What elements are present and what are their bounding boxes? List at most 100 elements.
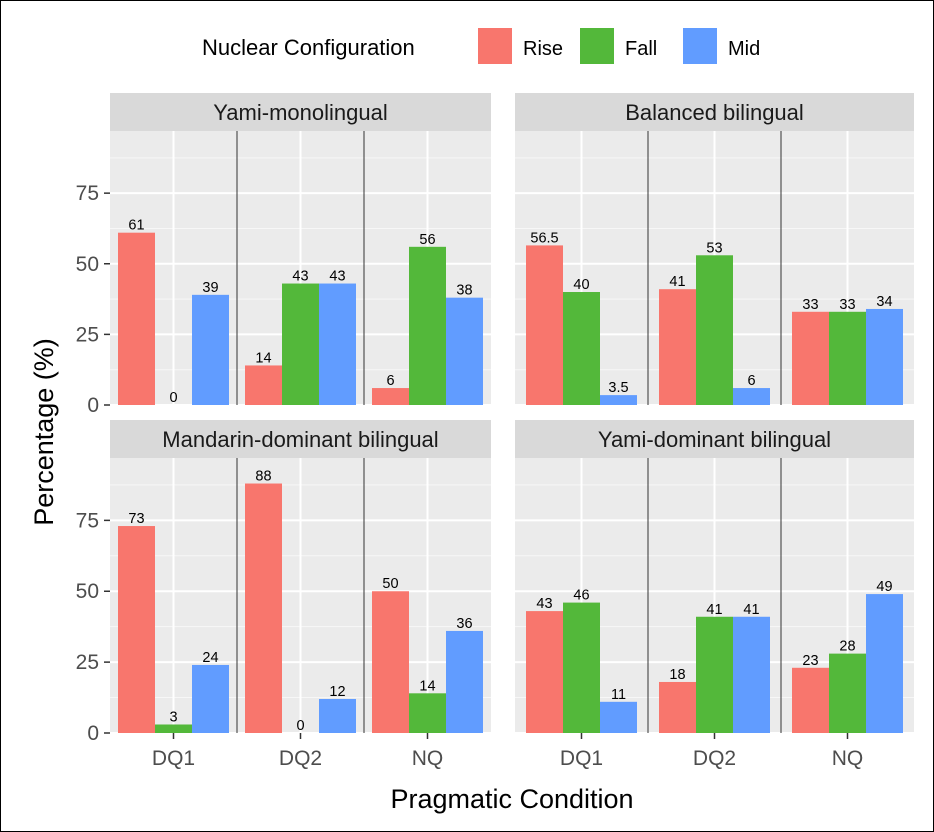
bar-label-mandarin-dominant-bilingual-dq2-mid: 12	[329, 684, 345, 700]
bar-label-balanced-bilingual-nq-mid: 34	[876, 294, 892, 310]
y-tick-label: 50	[76, 253, 99, 276]
x-tick-label-dq2: DQ2	[693, 747, 736, 770]
legend-key-mid	[683, 28, 717, 64]
bar-label-yami-monolingual-nq-rise: 6	[386, 373, 394, 389]
bar-yami-dominant-bilingual-dq1-fall	[563, 602, 600, 733]
bar-yami-dominant-bilingual-dq2-fall	[696, 616, 733, 733]
bar-yami-monolingual-nq-rise	[372, 388, 409, 405]
bar-label-yami-dominant-bilingual-nq-mid: 49	[876, 579, 892, 595]
bar-label-yami-monolingual-dq1-rise: 61	[128, 218, 144, 234]
bar-yami-monolingual-nq-mid	[446, 297, 483, 405]
bar-mandarin-dominant-bilingual-nq-rise	[372, 591, 409, 733]
legend-label-fall: Fall	[625, 38, 657, 60]
bar-balanced-bilingual-dq1-mid	[600, 395, 637, 405]
bar-yami-monolingual-nq-fall	[409, 246, 446, 405]
bar-label-yami-dominant-bilingual-dq1-rise: 43	[536, 596, 552, 612]
bar-yami-monolingual-dq2-fall	[282, 283, 319, 405]
bar-label-yami-dominant-bilingual-dq2-mid: 41	[743, 602, 759, 618]
x-tick-label-dq2: DQ2	[279, 747, 322, 770]
bar-balanced-bilingual-nq-rise	[792, 311, 829, 405]
bar-balanced-bilingual-dq2-mid	[733, 388, 770, 405]
bar-label-balanced-bilingual-nq-rise: 33	[802, 297, 818, 313]
y-tick-label: 0	[87, 722, 99, 745]
bar-label-balanced-bilingual-dq1-mid: 3.5	[608, 380, 628, 396]
bar-label-balanced-bilingual-dq2-rise: 41	[669, 274, 685, 290]
legend-label-rise: Rise	[523, 38, 563, 60]
bar-balanced-bilingual-nq-fall	[829, 311, 866, 405]
bar-mandarin-dominant-bilingual-dq1-fall	[155, 724, 192, 733]
bar-label-balanced-bilingual-dq1-rise: 56.5	[530, 230, 558, 246]
bar-label-yami-dominant-bilingual-dq1-mid: 11	[611, 687, 626, 703]
bar-label-yami-dominant-bilingual-dq1-fall: 46	[573, 588, 589, 604]
bar-yami-dominant-bilingual-dq2-mid	[733, 616, 770, 733]
bar-label-mandarin-dominant-bilingual-nq-fall: 14	[419, 678, 435, 694]
bar-mandarin-dominant-bilingual-nq-fall	[409, 693, 446, 733]
x-axis-title: Pragmatic Condition	[390, 784, 633, 814]
panel-strip-mandarin-dominant-bilingual	[110, 420, 491, 458]
x-tick-label-dq1: DQ1	[152, 747, 195, 770]
bar-label-yami-monolingual-dq2-fall: 43	[292, 269, 308, 285]
y-tick-label: 50	[76, 580, 99, 603]
x-tick-label-nq: NQ	[412, 747, 444, 770]
bar-label-mandarin-dominant-bilingual-dq1-mid: 24	[202, 650, 218, 666]
bar-label-yami-dominant-bilingual-nq-rise: 23	[802, 653, 818, 669]
bar-yami-dominant-bilingual-nq-rise	[792, 667, 829, 733]
bar-yami-monolingual-dq1-mid	[192, 294, 229, 405]
bar-label-mandarin-dominant-bilingual-dq1-rise: 73	[128, 511, 144, 527]
bar-yami-dominant-bilingual-dq1-mid	[600, 701, 637, 733]
x-tick-label-nq: NQ	[832, 747, 864, 770]
bar-mandarin-dominant-bilingual-dq2-rise	[245, 483, 282, 733]
bar-yami-dominant-bilingual-dq2-rise	[659, 681, 696, 733]
bar-label-yami-monolingual-dq2-rise-extra: 14	[255, 350, 271, 366]
legend-key-rise	[478, 28, 512, 64]
y-tick-label: 25	[76, 323, 99, 346]
bar-balanced-bilingual-dq2-rise	[659, 289, 696, 405]
bar-label-yami-dominant-bilingual-dq2-rise: 18	[669, 667, 685, 683]
panel-title-balanced-bilingual: Balanced bilingual	[625, 100, 804, 125]
bar-mandarin-dominant-bilingual-dq1-mid	[192, 664, 229, 733]
legend-key-fall	[580, 28, 614, 64]
bar-balanced-bilingual-dq1-fall	[563, 292, 600, 405]
bar-yami-dominant-bilingual-dq1-rise	[526, 611, 563, 733]
bar-label-mandarin-dominant-bilingual-dq2-fall: 0	[296, 718, 304, 734]
bar-label-yami-monolingual-dq1-fall: 0	[169, 390, 177, 406]
bar-yami-monolingual-dq1-rise	[118, 232, 155, 405]
x-tick-label-dq1: DQ1	[560, 747, 603, 770]
bar-label-yami-monolingual-dq2-mid: 43	[329, 269, 345, 285]
y-tick-label: 0	[87, 394, 99, 417]
bar-yami-monolingual-dq2-mid	[319, 283, 356, 405]
bar-label-balanced-bilingual-nq-fall: 33	[839, 297, 855, 313]
bar-balanced-bilingual-nq-mid	[866, 308, 903, 405]
y-tick-label: 75	[76, 509, 99, 532]
bar-label-mandarin-dominant-bilingual-dq1-fall: 3	[169, 709, 177, 725]
panel-title-yami-dominant-bilingual: Yami-dominant bilingual	[598, 427, 831, 452]
panel-title-yami-monolingual: Yami-monolingual	[213, 100, 387, 125]
panel-title-mandarin-dominant-bilingual: Mandarin-dominant bilingual	[162, 427, 438, 452]
bar-balanced-bilingual-dq1-rise	[526, 245, 563, 405]
panel-strip-yami-dominant-bilingual	[515, 420, 914, 458]
bar-mandarin-dominant-bilingual-dq2-mid	[319, 698, 356, 733]
legend-label-mid: Mid	[728, 38, 760, 60]
bar-label-yami-dominant-bilingual-nq-fall: 28	[839, 639, 855, 655]
y-tick-label: 75	[76, 182, 99, 205]
bar-label-yami-monolingual-nq-fall: 56	[419, 232, 435, 248]
bar-label-yami-monolingual-dq1-mid: 39	[202, 280, 218, 296]
bar-mandarin-dominant-bilingual-nq-mid	[446, 630, 483, 733]
y-axis-title: Percentage (%)	[29, 338, 59, 526]
bar-label-balanced-bilingual-dq2-fall: 53	[706, 240, 722, 256]
panel-strip-yami-monolingual	[110, 93, 491, 131]
bar-label-balanced-bilingual-dq1-fall: 40	[573, 277, 589, 293]
bar-label-mandarin-dominant-bilingual-nq-mid: 36	[456, 616, 472, 632]
bar-label-balanced-bilingual-dq2-mid: 6	[747, 373, 755, 389]
legend-title: Nuclear Configuration	[202, 35, 415, 60]
bar-label-mandarin-dominant-bilingual-nq-rise: 50	[382, 576, 398, 592]
bar-balanced-bilingual-dq2-fall	[696, 255, 733, 405]
bar-mandarin-dominant-bilingual-dq1-rise	[118, 526, 155, 733]
bar-label-mandarin-dominant-bilingual-dq2-rise: 88	[255, 469, 271, 485]
y-tick-label: 25	[76, 651, 99, 674]
bar-yami-dominant-bilingual-nq-fall	[829, 653, 866, 733]
bar-label-yami-monolingual-nq-mid: 38	[456, 283, 472, 299]
bar-yami-monolingual-dq2-rise-extra	[245, 365, 282, 405]
bar-label-yami-dominant-bilingual-dq2-fall: 41	[706, 602, 722, 618]
